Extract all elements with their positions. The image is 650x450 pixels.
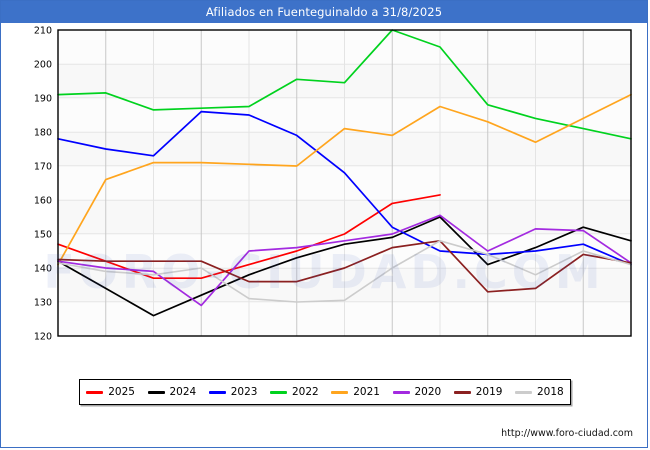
y-axis-tick-label: 160 xyxy=(34,196,52,207)
legend-swatch-icon xyxy=(208,390,226,394)
legend-swatch-icon xyxy=(86,390,104,394)
legend-item-2021[interactable]: 2021 xyxy=(331,386,380,398)
footer-url: http://www.foro-ciudad.com xyxy=(501,428,633,439)
legend-item-2025[interactable]: 2025 xyxy=(86,386,135,398)
legend-label: 2022 xyxy=(292,386,319,398)
y-axis-tick-label: 180 xyxy=(34,128,52,139)
legend-swatch-icon xyxy=(515,390,532,394)
legend-item-2024[interactable]: 2024 xyxy=(147,386,197,398)
series-line-2023[interactable] xyxy=(57,110,632,266)
legend-swatch-icon xyxy=(147,390,165,394)
page-title: Afiliados en Fuenteguinaldo a 31/8/2025 xyxy=(205,5,443,19)
legend-item-2019[interactable]: 2019 xyxy=(453,386,503,398)
legend-label: 2023 xyxy=(230,386,258,398)
y-axis-tick-label: 150 xyxy=(34,230,52,241)
y-axis-tick-label: 130 xyxy=(34,298,52,309)
line-chart: 210200190180170160150140130120ENEFEBMARA… xyxy=(34,26,632,343)
plot-frame xyxy=(57,29,632,337)
legend-label: 2025 xyxy=(108,386,135,398)
series-line-2025[interactable] xyxy=(57,194,441,280)
y-axis-tick-label: 170 xyxy=(34,162,52,173)
y-axis-tick-label: 120 xyxy=(34,332,52,343)
legend-item-2023[interactable]: 2023 xyxy=(208,386,258,398)
legend-label: 2021 xyxy=(353,386,380,398)
series-line-2018[interactable] xyxy=(57,240,632,303)
series-line-2019[interactable] xyxy=(57,239,632,293)
y-axis-tick-label: 210 xyxy=(34,26,52,37)
legend-swatch-icon xyxy=(453,390,471,394)
chart-plot-area: 210200190180170160150140130120ENEFEBMARA… xyxy=(1,23,647,343)
series-line-2021[interactable] xyxy=(57,93,632,266)
legend-label: 2019 xyxy=(475,386,503,398)
legend-swatch-icon xyxy=(270,390,287,394)
y-axis-tick-label: 140 xyxy=(34,264,52,275)
legend-item-2020[interactable]: 2020 xyxy=(392,386,442,398)
window-titlebar: Afiliados en Fuenteguinaldo a 31/8/2025 xyxy=(1,1,647,23)
chart-legend: 2025 2024 2023 2022 2021 2020 2019 2018 xyxy=(79,379,571,405)
y-axis-tick-label: 190 xyxy=(34,94,52,105)
legend-item-2018[interactable]: 2018 xyxy=(515,386,564,398)
series-line-2022[interactable] xyxy=(57,29,632,140)
legend-swatch-icon xyxy=(331,390,349,394)
legend-item-2022[interactable]: 2022 xyxy=(270,386,319,398)
legend-label: 2020 xyxy=(414,386,442,398)
legend-swatch-icon xyxy=(392,390,410,394)
legend-label: 2018 xyxy=(537,386,564,398)
y-axis-tick-label: 200 xyxy=(34,60,52,71)
series-line-2020[interactable] xyxy=(57,214,632,307)
series-line-2024[interactable] xyxy=(57,216,632,317)
legend-label: 2024 xyxy=(169,386,197,398)
